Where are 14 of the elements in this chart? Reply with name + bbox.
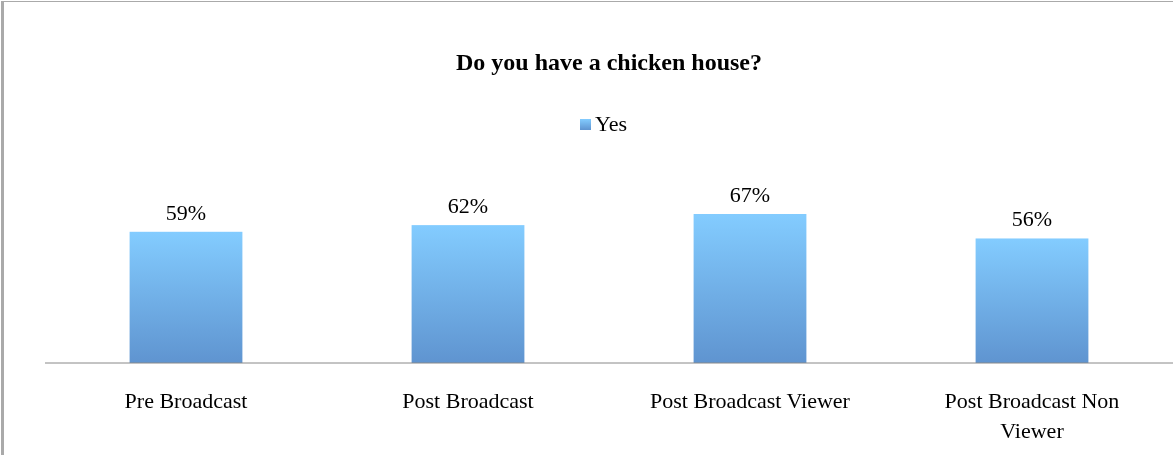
- x-tick-label: Pre Broadcast: [124, 388, 248, 413]
- data-label: 62%: [447, 193, 489, 219]
- bar: [693, 214, 807, 363]
- bar: [411, 225, 525, 363]
- bar: [129, 231, 243, 363]
- x-tick-label: Post Broadcast: [402, 388, 534, 413]
- data-label: 56%: [1011, 206, 1053, 232]
- x-tick-label: Post Broadcast Non Viewer: [944, 388, 1120, 443]
- x-tick-label: Post Broadcast Viewer: [650, 388, 851, 413]
- chart-title: Do you have a chicken house?: [455, 49, 763, 75]
- data-label: 67%: [729, 182, 771, 207]
- legend-label: Yes: [595, 111, 628, 136]
- bar: [975, 238, 1089, 363]
- data-label: 59%: [165, 199, 207, 225]
